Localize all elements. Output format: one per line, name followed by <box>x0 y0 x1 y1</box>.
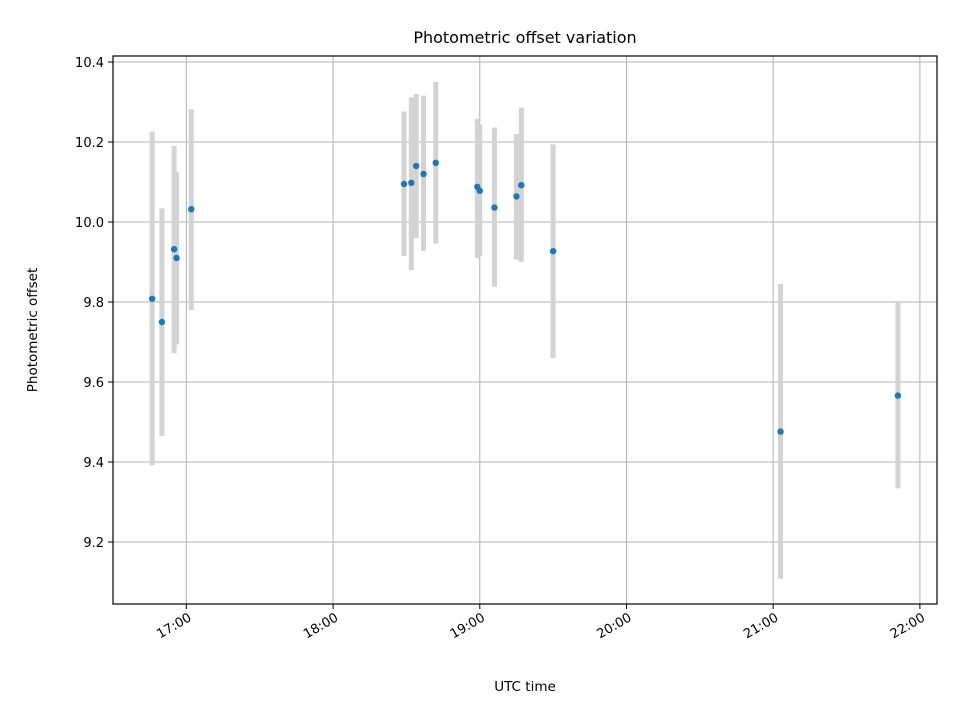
y-tick-label: 9.2 <box>83 536 104 551</box>
x-axis-label: UTC time <box>494 679 556 695</box>
plot-frame <box>112 55 938 605</box>
data-point <box>188 206 195 213</box>
data-point <box>420 170 427 178</box>
data-point <box>513 193 520 200</box>
chart-title: Photometric offset variation <box>413 28 636 47</box>
data-point <box>400 180 408 188</box>
y-tick-label: 10.4 <box>75 56 104 71</box>
data-points <box>148 159 902 435</box>
y-axis: 9.2 9.4 9.6 9.8 10.0 10.2 10.4 <box>75 56 113 551</box>
data-point <box>476 187 483 194</box>
y-tick-label: 10.0 <box>75 216 104 231</box>
data-point <box>549 248 557 255</box>
data-point <box>158 318 166 326</box>
y-tick-label: 9.8 <box>83 296 104 311</box>
data-point <box>491 204 498 211</box>
y-tick-label: 9.4 <box>83 456 104 471</box>
data-point <box>518 182 525 189</box>
data-point <box>894 392 902 399</box>
y-tick-label: 10.2 <box>75 136 104 151</box>
y-axis-label: Photometric offset <box>25 268 41 392</box>
data-point <box>412 162 420 170</box>
data-point <box>148 295 156 302</box>
data-point <box>408 179 415 186</box>
data-point <box>777 428 784 435</box>
data-point <box>173 254 180 262</box>
data-point <box>432 159 439 166</box>
data-point <box>170 246 178 253</box>
y-tick-label: 9.6 <box>83 376 104 391</box>
